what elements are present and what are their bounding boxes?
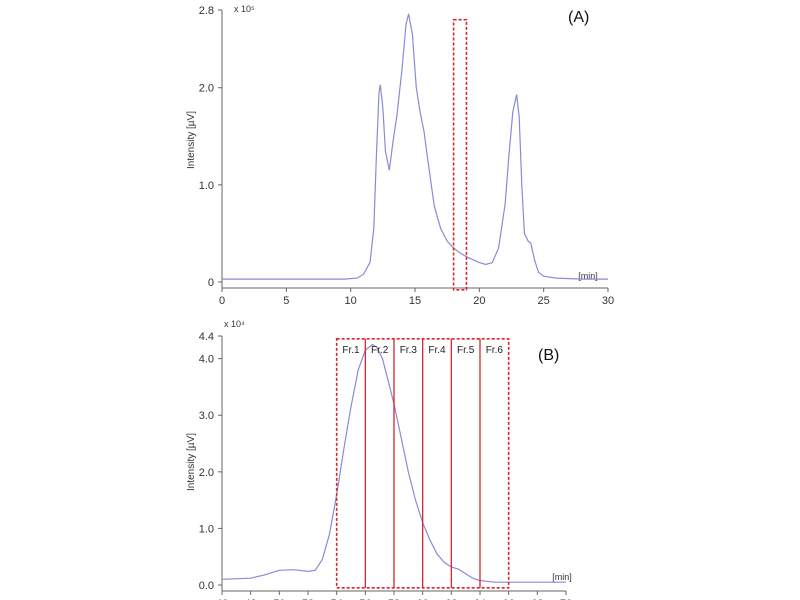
fraction-label: Fr.2 — [371, 345, 389, 356]
panel-a-y-exponent: x 10⁵ — [234, 4, 255, 14]
panel-a-x-tick-label: 15 — [409, 295, 421, 307]
panel-a-y-tick-label: 2.0 — [199, 83, 214, 95]
panel-a-y-axis-title: Intensity [µV] — [186, 111, 197, 169]
panel-b-x-tick-label: 52 — [302, 598, 314, 600]
panel-a-label: (A) — [568, 9, 589, 26]
panel-b-x-tick-label: 60 — [417, 598, 429, 600]
panel-b-x-tick-label: 56 — [359, 598, 371, 600]
panel-a-series-line — [222, 13, 608, 280]
panel-b-x-tick-label: 66 — [503, 598, 515, 600]
panel-b-y-tick-label: 2.0 — [199, 467, 214, 479]
panel-a-x-tick-label: 25 — [538, 295, 550, 307]
panel-a-x-tick-label: 10 — [345, 295, 357, 307]
panel-b-label: (B) — [538, 347, 559, 364]
panel-b-y-tick-label: 1.0 — [199, 523, 214, 535]
panel-b-y-tick-label: 4.4 — [199, 331, 214, 343]
panel-b-series-line — [221, 343, 566, 583]
panel-a-x-tick-label: 0 — [219, 295, 225, 307]
collected-fraction-box — [452, 18, 468, 291]
panel-a-y-tick-label: 1.0 — [199, 180, 214, 192]
panel-a-x-tick-label: 5 — [283, 295, 289, 307]
panel-b-y-exponent: x 10⁴ — [224, 319, 245, 329]
panel-a-y-tick-label: 2.8 — [199, 5, 214, 17]
fraction-label: Fr.1 — [342, 345, 360, 356]
panel-a: (A) Intensity [µV] [min] x 10⁵ 0 5 10 15 20 2… — [186, 4, 614, 307]
panel-b-x-tick-label: 62 — [445, 598, 457, 600]
panel-b-y-axis-title: Intensity [µV] — [186, 433, 197, 491]
panel-a-x-tick-label: 20 — [473, 295, 485, 307]
panel-a-x-tick-label: 30 — [602, 295, 614, 307]
fraction-label: Fr.4 — [428, 345, 446, 356]
panel-b-y-tick-label: 3.0 — [199, 410, 214, 422]
panel-a-y-tick-label: 0 — [208, 277, 214, 289]
panel-b-x-tick-label: 54 — [331, 598, 343, 600]
panel-b-x-tick-label: 46 — [216, 598, 228, 600]
panel-b-x-unit: [min] — [552, 572, 572, 582]
panel-b-x-tick-label: 58 — [388, 598, 400, 600]
panel-b-x-tick-label: 50 — [273, 598, 285, 600]
panel-b-x-tick-label: 68 — [531, 598, 543, 600]
fraction-label: Fr.3 — [400, 345, 418, 356]
panel-b-x-tick-label: 70 — [560, 598, 572, 600]
panel-b-y-tick-label: 0.0 — [199, 580, 214, 592]
panel-a-x-unit: [min] — [578, 271, 598, 281]
panel-b-x-tick-label: 48 — [245, 598, 257, 600]
panel-b-y-tick-label: 4.0 — [199, 354, 214, 366]
fraction-label: Fr.5 — [457, 345, 475, 356]
fraction-label: Fr.6 — [486, 345, 504, 356]
panel-b-x-tick-label: 64 — [474, 598, 486, 600]
panel-b: (B) Intensity [µV] [min] x 10⁴ 46 48 50 52 5… — [186, 319, 572, 600]
